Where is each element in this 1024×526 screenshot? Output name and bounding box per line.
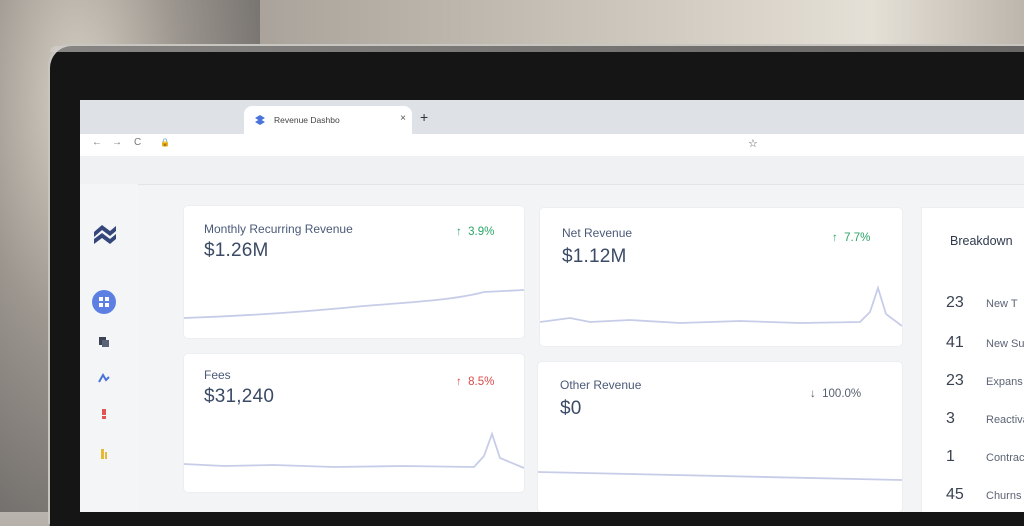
browser-tab-strip: Revenue Dashbo × +: [80, 100, 1024, 134]
lock-icon: 🔒: [160, 138, 170, 147]
breakdown-row-expansions[interactable]: 23 Expans: [946, 372, 1023, 390]
breakdown-count: 41: [946, 334, 964, 351]
breakdown-count: 45: [946, 486, 964, 503]
breakdown-title: Breakdown: [950, 234, 1013, 248]
new-tab-button[interactable]: +: [420, 109, 429, 125]
fees-card-value: $31,240: [204, 386, 275, 407]
breakdown-count: 23: [946, 294, 964, 311]
browser-tab[interactable]: Revenue Dashbo ×: [244, 106, 412, 134]
breakdown-row-contractions[interactable]: 1 Contractio: [946, 448, 1024, 466]
sidebar-dashboard-icon[interactable]: [92, 290, 116, 314]
breakdown-label: New Su: [986, 338, 1024, 350]
net-revenue-card-title: Net Revenue: [562, 226, 633, 240]
mrr-card-title: Monthly Recurring Revenue: [204, 222, 353, 236]
back-button[interactable]: ←: [92, 137, 102, 148]
laptop-screen: Revenue Dashbo × + ← → C 🔒 ☆: [80, 100, 1024, 512]
fees-card[interactable]: Fees $31,240 ↑ 8.5%: [184, 354, 524, 492]
net-revenue-card-value: $1.12M: [562, 246, 627, 267]
mrr-card-delta: ↑ 3.9%: [456, 226, 495, 238]
other-revenue-sparkline: [538, 471, 902, 481]
net-revenue-sparkline: [540, 285, 902, 327]
reload-button[interactable]: C: [134, 137, 142, 148]
sidebar-copy-icon[interactable]: [96, 334, 112, 350]
bezel-highlight: [50, 46, 1024, 52]
breakdown-label: Contractio: [986, 452, 1024, 464]
fees-card-delta: ↑ 8.5%: [456, 376, 495, 388]
fees-sparkline: [184, 431, 524, 469]
arrow-up-icon: ↑: [456, 226, 462, 238]
dashboard-favicon-icon: [254, 114, 266, 126]
breakdown-count: 23: [946, 372, 964, 389]
tab-title: Revenue Dashbo: [274, 115, 340, 125]
bookmark-star-icon[interactable]: ☆: [748, 138, 758, 150]
other-revenue-card-title: Other Revenue: [560, 378, 642, 392]
other-revenue-card[interactable]: Other Revenue $0 ↓ 100.0%: [538, 362, 902, 512]
sidebar-alert-icon[interactable]: [96, 406, 112, 422]
sidebar-reports-icon[interactable]: [96, 446, 112, 462]
breakdown-row-churns[interactable]: 45 Churns: [946, 486, 1021, 504]
net-revenue-card-delta: ↑ 7.7%: [832, 232, 871, 244]
breakdown-row-new-subscriptions[interactable]: 41 New Su: [946, 334, 1024, 352]
address-bar: ← → C 🔒 ☆: [80, 134, 1024, 157]
sidebar-chart-icon[interactable]: [96, 370, 112, 386]
breakdown-row-new-trials[interactable]: 23 New T: [946, 294, 1018, 312]
fees-card-title: Fees: [204, 368, 231, 382]
breakdown-label: Churns: [986, 490, 1022, 502]
sidebar: [80, 184, 138, 512]
other-revenue-card-delta: ↓ 100.0%: [810, 388, 862, 400]
mrr-card[interactable]: Monthly Recurring Revenue $1.26M ↑ 3.9%: [184, 206, 524, 338]
arrow-up-icon: ↑: [456, 376, 462, 388]
breakdown-label: Expans: [986, 376, 1023, 388]
mrr-sparkline: [184, 289, 524, 319]
net-revenue-card[interactable]: Net Revenue $1.12M ↑ 7.7%: [540, 208, 902, 346]
breakdown-count: 3: [946, 410, 955, 427]
dashboard-header: [80, 156, 1024, 185]
breakdown-label: New T: [986, 298, 1018, 310]
mrr-card-value: $1.26M: [204, 240, 269, 261]
arrow-down-icon: ↓: [810, 388, 816, 400]
breakdown-count: 1: [946, 448, 955, 465]
arrow-up-icon: ↑: [832, 232, 838, 244]
app-logo-icon[interactable]: [92, 222, 118, 248]
breakdown-row-reactivations[interactable]: 3 Reactivati: [946, 410, 1024, 428]
other-revenue-card-value: $0: [560, 398, 582, 419]
breakdown-panel: Breakdown 23 New T 41 New Su 23 Expans 3…: [922, 208, 1024, 512]
breakdown-label: Reactivati: [986, 414, 1024, 426]
tab-close-icon[interactable]: ×: [400, 113, 406, 124]
forward-button[interactable]: →: [112, 137, 122, 148]
